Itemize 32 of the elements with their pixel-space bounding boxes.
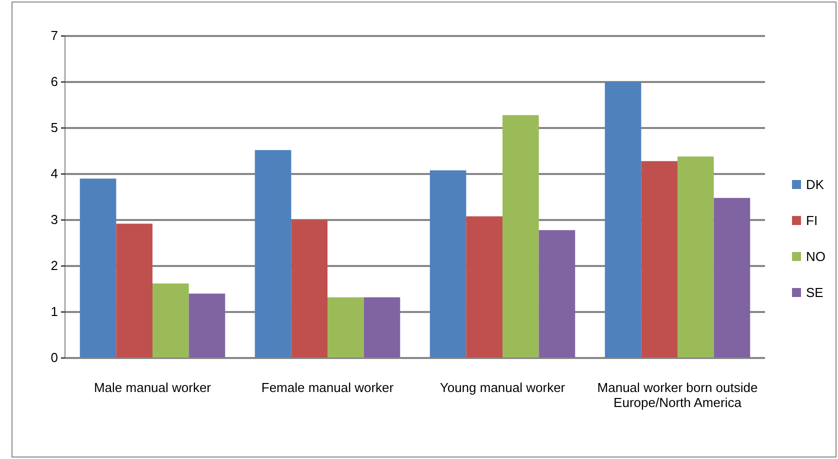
legend-label: FI <box>806 213 818 228</box>
bar <box>502 115 539 358</box>
legend-label: DK <box>806 177 824 192</box>
x-tick-label: Male manual worker <box>94 380 212 395</box>
x-tick-label: Female manual worker <box>261 380 394 395</box>
y-tick-label: 2 <box>50 258 58 274</box>
bar <box>116 224 152 358</box>
legend-label: SE <box>806 285 824 300</box>
legend-label: NO <box>806 249 826 264</box>
bar <box>714 198 750 358</box>
bar <box>641 161 678 358</box>
bar <box>678 156 714 358</box>
bar <box>430 170 466 358</box>
bar <box>538 230 576 358</box>
x-tick-label: Young manual worker <box>440 380 566 395</box>
x-tick-label: Manual worker born outside Europe/North America <box>597 380 758 410</box>
bar <box>291 220 328 358</box>
bar <box>188 294 226 358</box>
bar <box>364 297 400 358</box>
bar <box>328 297 364 358</box>
y-tick-label: 0 <box>50 350 58 366</box>
y-tick-label: 7 <box>50 28 58 44</box>
bar <box>254 150 292 358</box>
bar <box>604 82 642 358</box>
bar <box>466 216 502 358</box>
y-tick-label: 5 <box>50 120 58 136</box>
bar <box>80 178 116 358</box>
y-tick-label: 1 <box>50 304 58 320</box>
y-tick-label: 6 <box>50 74 58 90</box>
y-tick-label: 3 <box>50 212 58 228</box>
bar <box>152 283 189 358</box>
y-tick-label: 4 <box>50 166 58 182</box>
